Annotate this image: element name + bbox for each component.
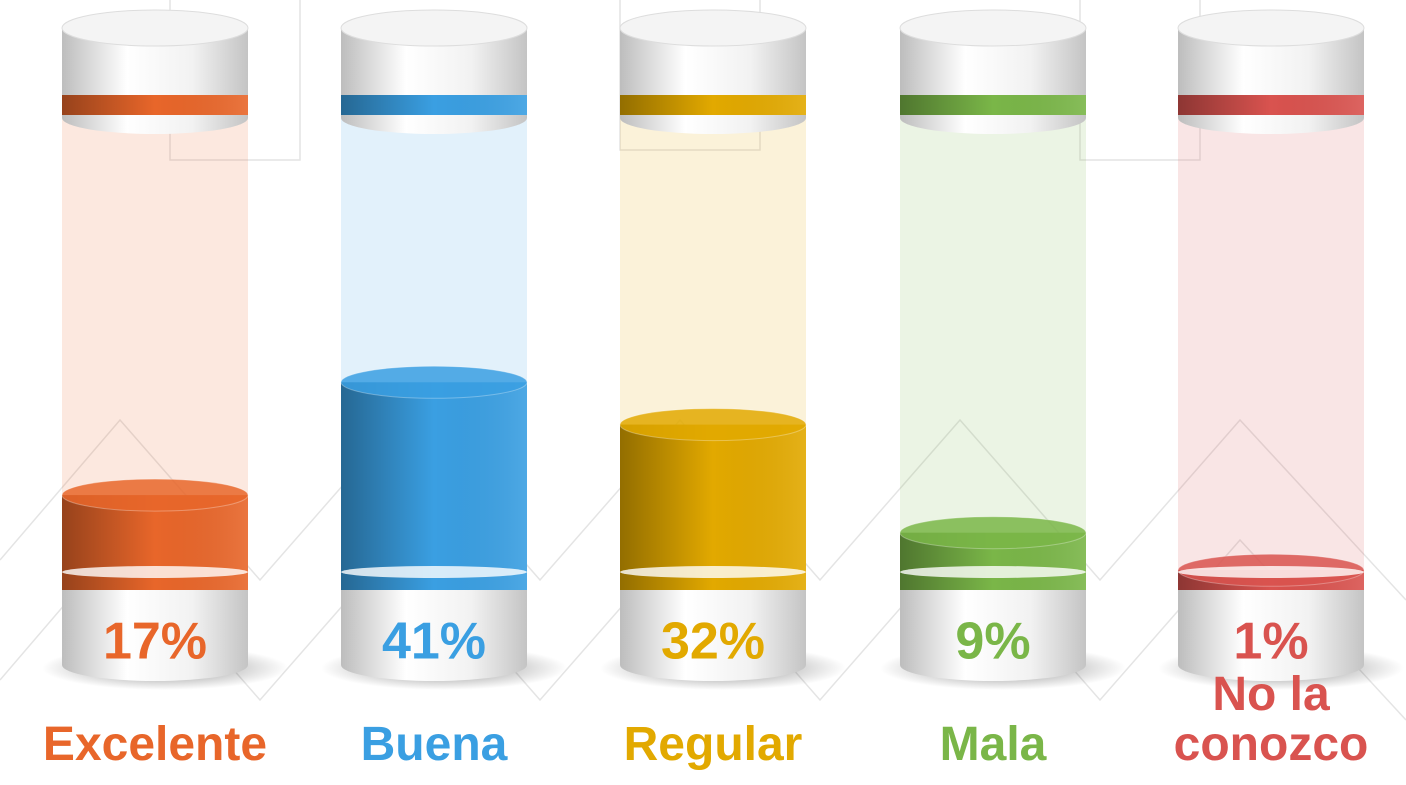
category-label: Buena — [304, 720, 564, 770]
bar-top — [620, 409, 806, 441]
value-label: 9% — [955, 613, 1030, 671]
cap-top — [1178, 10, 1364, 46]
bar-top — [341, 366, 527, 398]
cap-top — [900, 10, 1086, 46]
cap-band-shade — [62, 95, 248, 115]
value-label: 17% — [103, 613, 207, 671]
separator — [900, 566, 1086, 578]
value-label: 41% — [382, 613, 486, 671]
cap-top — [341, 10, 527, 46]
glass — [1178, 110, 1364, 580]
category-label: Regular — [583, 720, 843, 770]
cap-band-shade — [900, 95, 1086, 115]
separator — [1178, 566, 1364, 578]
bar-shade — [620, 425, 806, 575]
cap-band-shade — [341, 95, 527, 115]
bar-top — [900, 517, 1086, 549]
page: {"chart_data": {"type": "bar", "categori… — [0, 0, 1406, 785]
category-label: Mala — [863, 720, 1123, 770]
glass — [900, 110, 1086, 580]
value-label: 32% — [661, 613, 765, 671]
bar-shade — [341, 382, 527, 575]
cap-top — [620, 10, 806, 46]
value-label: 1% — [1233, 613, 1308, 671]
separator — [62, 566, 248, 578]
chart: 17% 41% 32% 9% 1% — [0, 0, 1406, 785]
separator — [341, 566, 527, 578]
bar-top — [62, 479, 248, 511]
cap-band-shade — [620, 95, 806, 115]
separator — [620, 566, 806, 578]
category-label: No la conozco — [1141, 670, 1401, 770]
cap-top — [62, 10, 248, 46]
category-label: Excelente — [25, 720, 285, 770]
cap-band-shade — [1178, 95, 1364, 115]
